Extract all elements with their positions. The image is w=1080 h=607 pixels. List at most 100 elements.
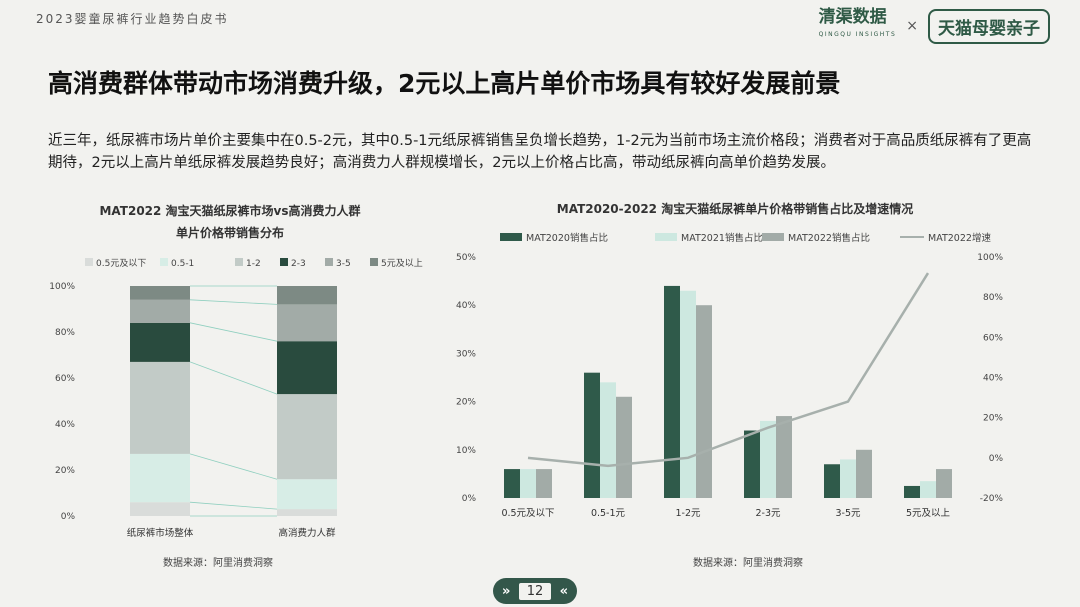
bar [824, 464, 840, 498]
legend-label: 1-2 [246, 259, 261, 269]
segment-connector-line [189, 361, 278, 395]
bar [920, 481, 936, 498]
legend-label: MAT2022销售占比 [788, 232, 870, 244]
legend-swatch [235, 258, 243, 266]
y-right-tick-label: 60% [983, 333, 1003, 343]
legend-swatch [280, 258, 288, 266]
legend-label: MAT2022增速 [928, 232, 991, 244]
bar [840, 459, 856, 498]
bar [600, 382, 616, 498]
left-chart-source: 数据来源：阿里消费洞察 [163, 558, 273, 569]
stacked-bar-segment [277, 341, 337, 395]
brand-separator: × [906, 18, 918, 34]
bar [904, 485, 920, 498]
page-title: 高消费群体带动市场消费升级，2元以上高片单价市场具有较好发展前景 [48, 69, 841, 98]
stacked-bar-segment [277, 394, 337, 480]
bar [776, 416, 792, 498]
page-number: 12 [518, 582, 552, 600]
next-page-button[interactable]: » [502, 583, 511, 599]
bar [744, 430, 760, 498]
stacked-bar-segment [130, 453, 190, 503]
x-tick-label: 3-5元 [835, 508, 861, 519]
segment-connector-line [189, 322, 278, 342]
bar [536, 469, 552, 498]
y-right-tick-label: 80% [983, 293, 1003, 303]
stacked-bar-segment [277, 304, 337, 342]
y-right-tick-label: 0% [989, 454, 1004, 464]
legend-label: MAT2021销售占比 [681, 232, 763, 244]
bar [856, 449, 872, 498]
stacked-bar-segment [130, 286, 190, 300]
stacked-bar-segment [130, 322, 190, 362]
y-left-tick-label: 0% [462, 494, 477, 504]
y-right-tick-label: -20% [980, 494, 1004, 504]
left-chart-title-line1: MAT2022 淘宝天猫纸尿裤市场vs高消费力人群 [99, 204, 361, 218]
legend-label: 3-5 [336, 259, 351, 269]
x-tick-label: 纸尿裤市场整体 [127, 527, 194, 539]
left-chart-title: MAT2022 淘宝天猫纸尿裤市场vs高消费力人群 单片价格带销售分布 [40, 200, 420, 244]
legend-label: 2-3 [291, 259, 306, 269]
stacked-bar-segment [130, 299, 190, 323]
stacked-bar-segment [130, 502, 190, 516]
bar [616, 396, 632, 498]
segment-connector-line [189, 453, 278, 480]
legend-swatch [370, 258, 378, 266]
stacked-bar-chart: 0.5元及以下 0.5-1 1-2 2-3 3-5 5元及以上 0% 20% 40% 60% 80%… [49, 258, 423, 539]
legend-swatch [325, 258, 333, 266]
right-chart-title: MAT2020-2022 淘宝天猫纸尿裤单片价格带销售占比及增速情况 [556, 202, 914, 216]
bar [584, 372, 600, 498]
x-tick-label: 5元及以上 [906, 508, 951, 519]
qingqu-logo: 清渠数据 QINGQU INSIGHTS [819, 8, 897, 44]
segment-connector-line [189, 501, 278, 510]
left-chart-title-line2: 单片价格带销售分布 [175, 226, 284, 240]
bar [936, 469, 952, 498]
x-tick-label: 高消费力人群 [278, 527, 336, 539]
growth-line [527, 272, 930, 468]
legend-label: MAT2020销售占比 [526, 232, 608, 244]
page-description: 近三年，纸尿裤市场片单价主要集中在0.5-2元，其中0.5-1元纸尿裤销售呈负增… [48, 133, 1032, 171]
y-right-tick-label: 40% [983, 374, 1003, 384]
stacked-bar-segment [277, 479, 337, 510]
y-tick-label: 60% [55, 374, 75, 384]
y-tick-label: 100% [49, 282, 75, 292]
bar [504, 469, 520, 498]
stacked-bar-segment [130, 361, 190, 454]
legend-swatch [762, 233, 784, 241]
stacked-bar-segment [277, 509, 337, 516]
bar [680, 290, 696, 498]
y-left-tick-label: 40% [456, 301, 476, 311]
x-tick-label: 1-2元 [675, 508, 701, 519]
y-tick-label: 40% [55, 420, 75, 430]
combo-bar-line-chart: MAT2020销售占比 MAT2021销售占比 MAT2022销售占比 MAT2022… [456, 232, 1004, 519]
y-right-tick-label: 100% [977, 253, 1003, 263]
y-right-tick-label: 20% [983, 414, 1003, 424]
legend-swatch [160, 258, 168, 266]
report-tag: 2023婴童尿裤行业趋势白皮书 [36, 12, 229, 26]
y-left-tick-label: 10% [456, 446, 476, 456]
bar [696, 305, 712, 498]
x-tick-label: 0.5元及以下 [501, 508, 554, 519]
page-navigator: » 12 « [493, 578, 577, 604]
tmall-muying-logo: 天猫母婴亲子 [928, 8, 1050, 44]
y-tick-label: 80% [55, 328, 75, 338]
legend-swatch [655, 233, 677, 241]
legend-label: 0.5-1 [171, 259, 194, 269]
legend-swatch [85, 258, 93, 266]
prev-page-button[interactable]: « [559, 583, 568, 599]
right-chart-source: 数据来源：阿里消费洞察 [693, 558, 803, 569]
legend-swatch [500, 233, 522, 241]
y-tick-label: 0% [61, 512, 76, 522]
y-tick-label: 20% [55, 466, 75, 476]
qingqu-logo-text: 清渠数据 [818, 7, 887, 27]
qingqu-logo-subtext: QINGQU INSIGHTS [818, 31, 897, 38]
y-left-tick-label: 50% [456, 253, 476, 263]
legend-label: 5元及以上 [381, 258, 423, 269]
x-tick-label: 0.5-1元 [591, 508, 626, 519]
y-left-tick-label: 30% [456, 349, 476, 359]
bar [520, 469, 536, 498]
legend-label: 0.5元及以下 [96, 258, 146, 269]
stacked-bar-segment [277, 286, 337, 305]
brand-logos: 清渠数据 QINGQU INSIGHTS × 天猫母婴亲子 [819, 8, 1050, 44]
bar [760, 420, 776, 498]
y-left-tick-label: 20% [456, 398, 476, 408]
